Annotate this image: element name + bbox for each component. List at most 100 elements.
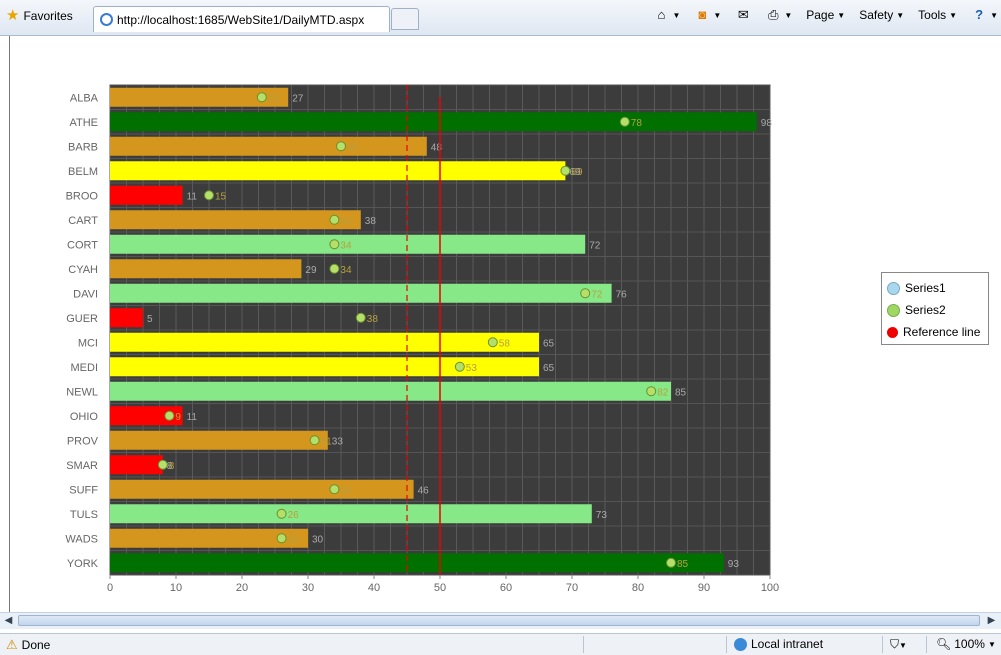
print-button[interactable]: ⎙ ▼: [762, 8, 795, 22]
series2-value-label: 53: [466, 363, 478, 374]
series2-point: [276, 533, 287, 544]
scroll-right-button[interactable]: ▶: [987, 615, 996, 626]
category-label: SMAR: [66, 460, 98, 472]
series1-bar: [110, 357, 539, 377]
series2-point: [276, 508, 287, 519]
series1-bar: [110, 381, 671, 401]
status-text: Done: [21, 638, 51, 652]
x-tick-label: 30: [302, 582, 314, 594]
safety-menu[interactable]: Safety ▼: [856, 8, 907, 22]
series1-bar: [110, 455, 163, 475]
series2-value-label: 34: [340, 240, 352, 251]
series2-point: [329, 263, 340, 274]
category-label: CART: [68, 215, 98, 227]
category-label: BROO: [66, 190, 99, 202]
category-label: PROV: [67, 435, 99, 447]
chevron-down-icon: ▼: [896, 10, 905, 20]
series1-value-label: 46: [418, 485, 430, 496]
series1-bar: [110, 259, 302, 279]
category-label: GUER: [66, 313, 98, 325]
series2-point: [336, 141, 346, 152]
series1-value-label: 38: [365, 216, 377, 227]
legend-item-series2: Series2: [887, 299, 988, 321]
page-menu-label: Page: [806, 8, 835, 22]
mail-button[interactable]: ✉: [732, 8, 754, 22]
ie-icon: [100, 13, 113, 26]
series2-value-label: 8: [169, 461, 175, 472]
series1-bar: [110, 504, 592, 524]
series2-value-label: 58: [499, 338, 511, 349]
legend-marker: [887, 326, 898, 338]
series2-point: [454, 361, 465, 372]
series1-value-label: 76: [616, 289, 628, 300]
category-label: DAVI: [73, 288, 98, 300]
chevron-down-icon: ▼: [949, 10, 958, 20]
chevron-down-icon: ▼: [672, 10, 681, 20]
series2-point: [164, 410, 175, 421]
series2-point: [560, 165, 571, 176]
status-done: ⚠ Done: [6, 637, 50, 653]
series2-point: [157, 459, 168, 470]
command-bar: ⌂ ▼ ◙ ▼ ✉ ⎙ ▼ Page ▼ Safety ▼ Tools ▼ ? ▼: [650, 8, 1001, 23]
series2-point: [329, 214, 340, 225]
series1-bar: [110, 210, 361, 230]
x-tick-label: 10: [170, 582, 182, 594]
feeds-button[interactable]: ◙ ▼: [691, 8, 724, 22]
series2-value-label: 9: [175, 412, 181, 423]
series1-bar: [110, 136, 427, 156]
status-bar: ⚠ Done Local intranet ⛉▼ 🔍︎ 100% ▼: [0, 633, 1001, 655]
category-label: BARB: [68, 141, 98, 153]
series2-point: [355, 312, 366, 323]
series2-value-label: 38: [367, 314, 379, 325]
chevron-down-icon: ▼: [987, 639, 996, 649]
tools-menu[interactable]: Tools ▼: [915, 8, 960, 22]
page-menu[interactable]: Page ▼: [803, 8, 848, 22]
horizontal-scrollbar[interactable]: ◀ ▶: [0, 612, 1001, 629]
scroll-thumb[interactable]: [18, 615, 980, 626]
warning-icon: ⚠: [6, 637, 18, 652]
series1-value-label: 93: [728, 559, 740, 570]
category-label: ALBA: [70, 92, 99, 104]
status-divider: [583, 636, 584, 653]
series1-bar: [110, 332, 539, 352]
series2-point: [329, 239, 340, 250]
zoom-control[interactable]: 🔍︎ 100% ▼: [936, 637, 996, 651]
category-label: CORT: [67, 239, 98, 251]
series2-point: [487, 337, 498, 348]
series2-point: [666, 557, 676, 568]
browser-tab[interactable]: http://localhost:1685/WebSite1/DailyMTD.…: [93, 6, 390, 32]
chevron-down-icon: ▼: [713, 10, 722, 20]
favorites-button[interactable]: ★ Favorites: [6, 8, 73, 23]
scroll-left-button[interactable]: ◀: [4, 615, 13, 626]
x-tick-label: 50: [434, 582, 446, 594]
new-tab-button[interactable]: [391, 8, 419, 30]
series2-point: [619, 116, 630, 127]
protected-mode-button[interactable]: ⛉▼: [890, 637, 907, 652]
series1-bar: [110, 112, 757, 132]
series2-value-label: 34: [340, 485, 352, 496]
legend-marker: [887, 303, 900, 317]
category-label: MCI: [78, 337, 98, 349]
series1-bar: [110, 430, 328, 450]
series2-value-label: 82: [657, 387, 669, 398]
security-zone[interactable]: Local intranet: [734, 637, 823, 651]
category-label: WADS: [65, 533, 98, 545]
series1-bar: [110, 185, 183, 205]
series1-value-label: 29: [305, 265, 317, 276]
series1-value-label: 69: [569, 167, 581, 178]
category-label: ATHE: [69, 117, 98, 129]
zoom-label: 100%: [954, 637, 985, 651]
legend-label: Series1: [905, 281, 946, 295]
x-tick-label: 40: [368, 582, 380, 594]
home-icon: ⌂: [657, 7, 666, 22]
printer-icon: ⎙: [768, 7, 779, 22]
x-tick-label: 70: [566, 582, 578, 594]
category-label: CYAH: [68, 264, 98, 276]
series1-value-label: 33: [332, 436, 344, 447]
x-tick-label: 60: [500, 582, 512, 594]
help-button[interactable]: ? ▼: [968, 8, 1001, 22]
home-button[interactable]: ⌂ ▼: [650, 8, 683, 22]
series1-value-label: 65: [543, 363, 555, 374]
chevron-down-icon: ▼: [899, 641, 907, 650]
